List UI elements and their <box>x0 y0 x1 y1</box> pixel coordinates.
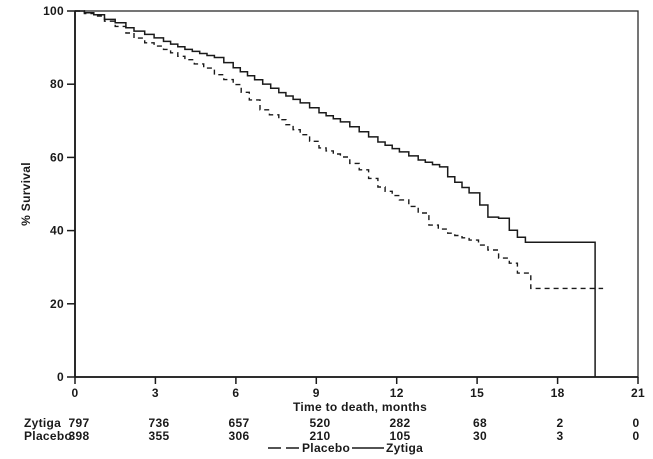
risk-count: 282 <box>390 416 411 430</box>
risk-count: 736 <box>149 416 170 430</box>
risk-count: 2 <box>557 416 564 430</box>
risk-count: 3 <box>557 429 564 443</box>
risk-row-label-placebo: Placebo <box>24 429 72 443</box>
risk-count: 306 <box>229 429 250 443</box>
risk-count: 657 <box>229 416 250 430</box>
placebo-curve <box>75 10 604 290</box>
risk-count: 105 <box>390 429 411 443</box>
risk-row-label-zytiga: Zytiga <box>24 416 61 430</box>
risk-count: 398 <box>69 429 90 443</box>
legend-label-zytiga: Zytiga <box>386 441 423 455</box>
y-tick-label: 0 <box>57 370 64 384</box>
y-axis: 0 20 40 60 80 100 % Survival <box>19 4 75 384</box>
y-tick-label: 80 <box>50 77 64 91</box>
y-tick-label: 100 <box>43 4 64 18</box>
y-tick-label: 60 <box>50 150 64 164</box>
legend-label-placebo: Placebo <box>302 441 350 455</box>
curves <box>75 10 604 377</box>
zytiga-curve <box>75 10 596 377</box>
risk-count: 0 <box>633 416 640 430</box>
x-axis: 0 3 6 9 12 15 18 21 Time to death, month… <box>72 377 645 414</box>
y-tick-label: 40 <box>50 224 64 238</box>
risk-count: 797 <box>69 416 90 430</box>
x-tick-label: 3 <box>152 386 159 400</box>
x-tick-label: 18 <box>551 386 565 400</box>
risk-count: 68 <box>473 416 487 430</box>
y-axis-title: % Survival <box>19 162 33 226</box>
x-tick-label: 15 <box>470 386 484 400</box>
risk-count: 0 <box>633 429 640 443</box>
x-tick-label: 12 <box>390 386 404 400</box>
x-tick-label: 21 <box>631 386 645 400</box>
x-tick-label: 0 <box>72 386 79 400</box>
risk-count: 520 <box>310 416 331 430</box>
risk-count: 30 <box>473 429 487 443</box>
legend: Placebo Zytiga <box>268 441 423 455</box>
x-tick-label: 9 <box>313 386 320 400</box>
x-axis-title: Time to death, months <box>293 400 427 414</box>
risk-count: 210 <box>310 429 331 443</box>
y-tick-label: 20 <box>50 297 64 311</box>
risk-table: Zytiga 797 736 657 520 282 68 2 0 Placeb… <box>24 416 640 443</box>
plot-frame <box>74 10 639 378</box>
plot-frame-box <box>74 10 639 378</box>
risk-count: 355 <box>149 429 170 443</box>
x-tick-label: 6 <box>232 386 239 400</box>
